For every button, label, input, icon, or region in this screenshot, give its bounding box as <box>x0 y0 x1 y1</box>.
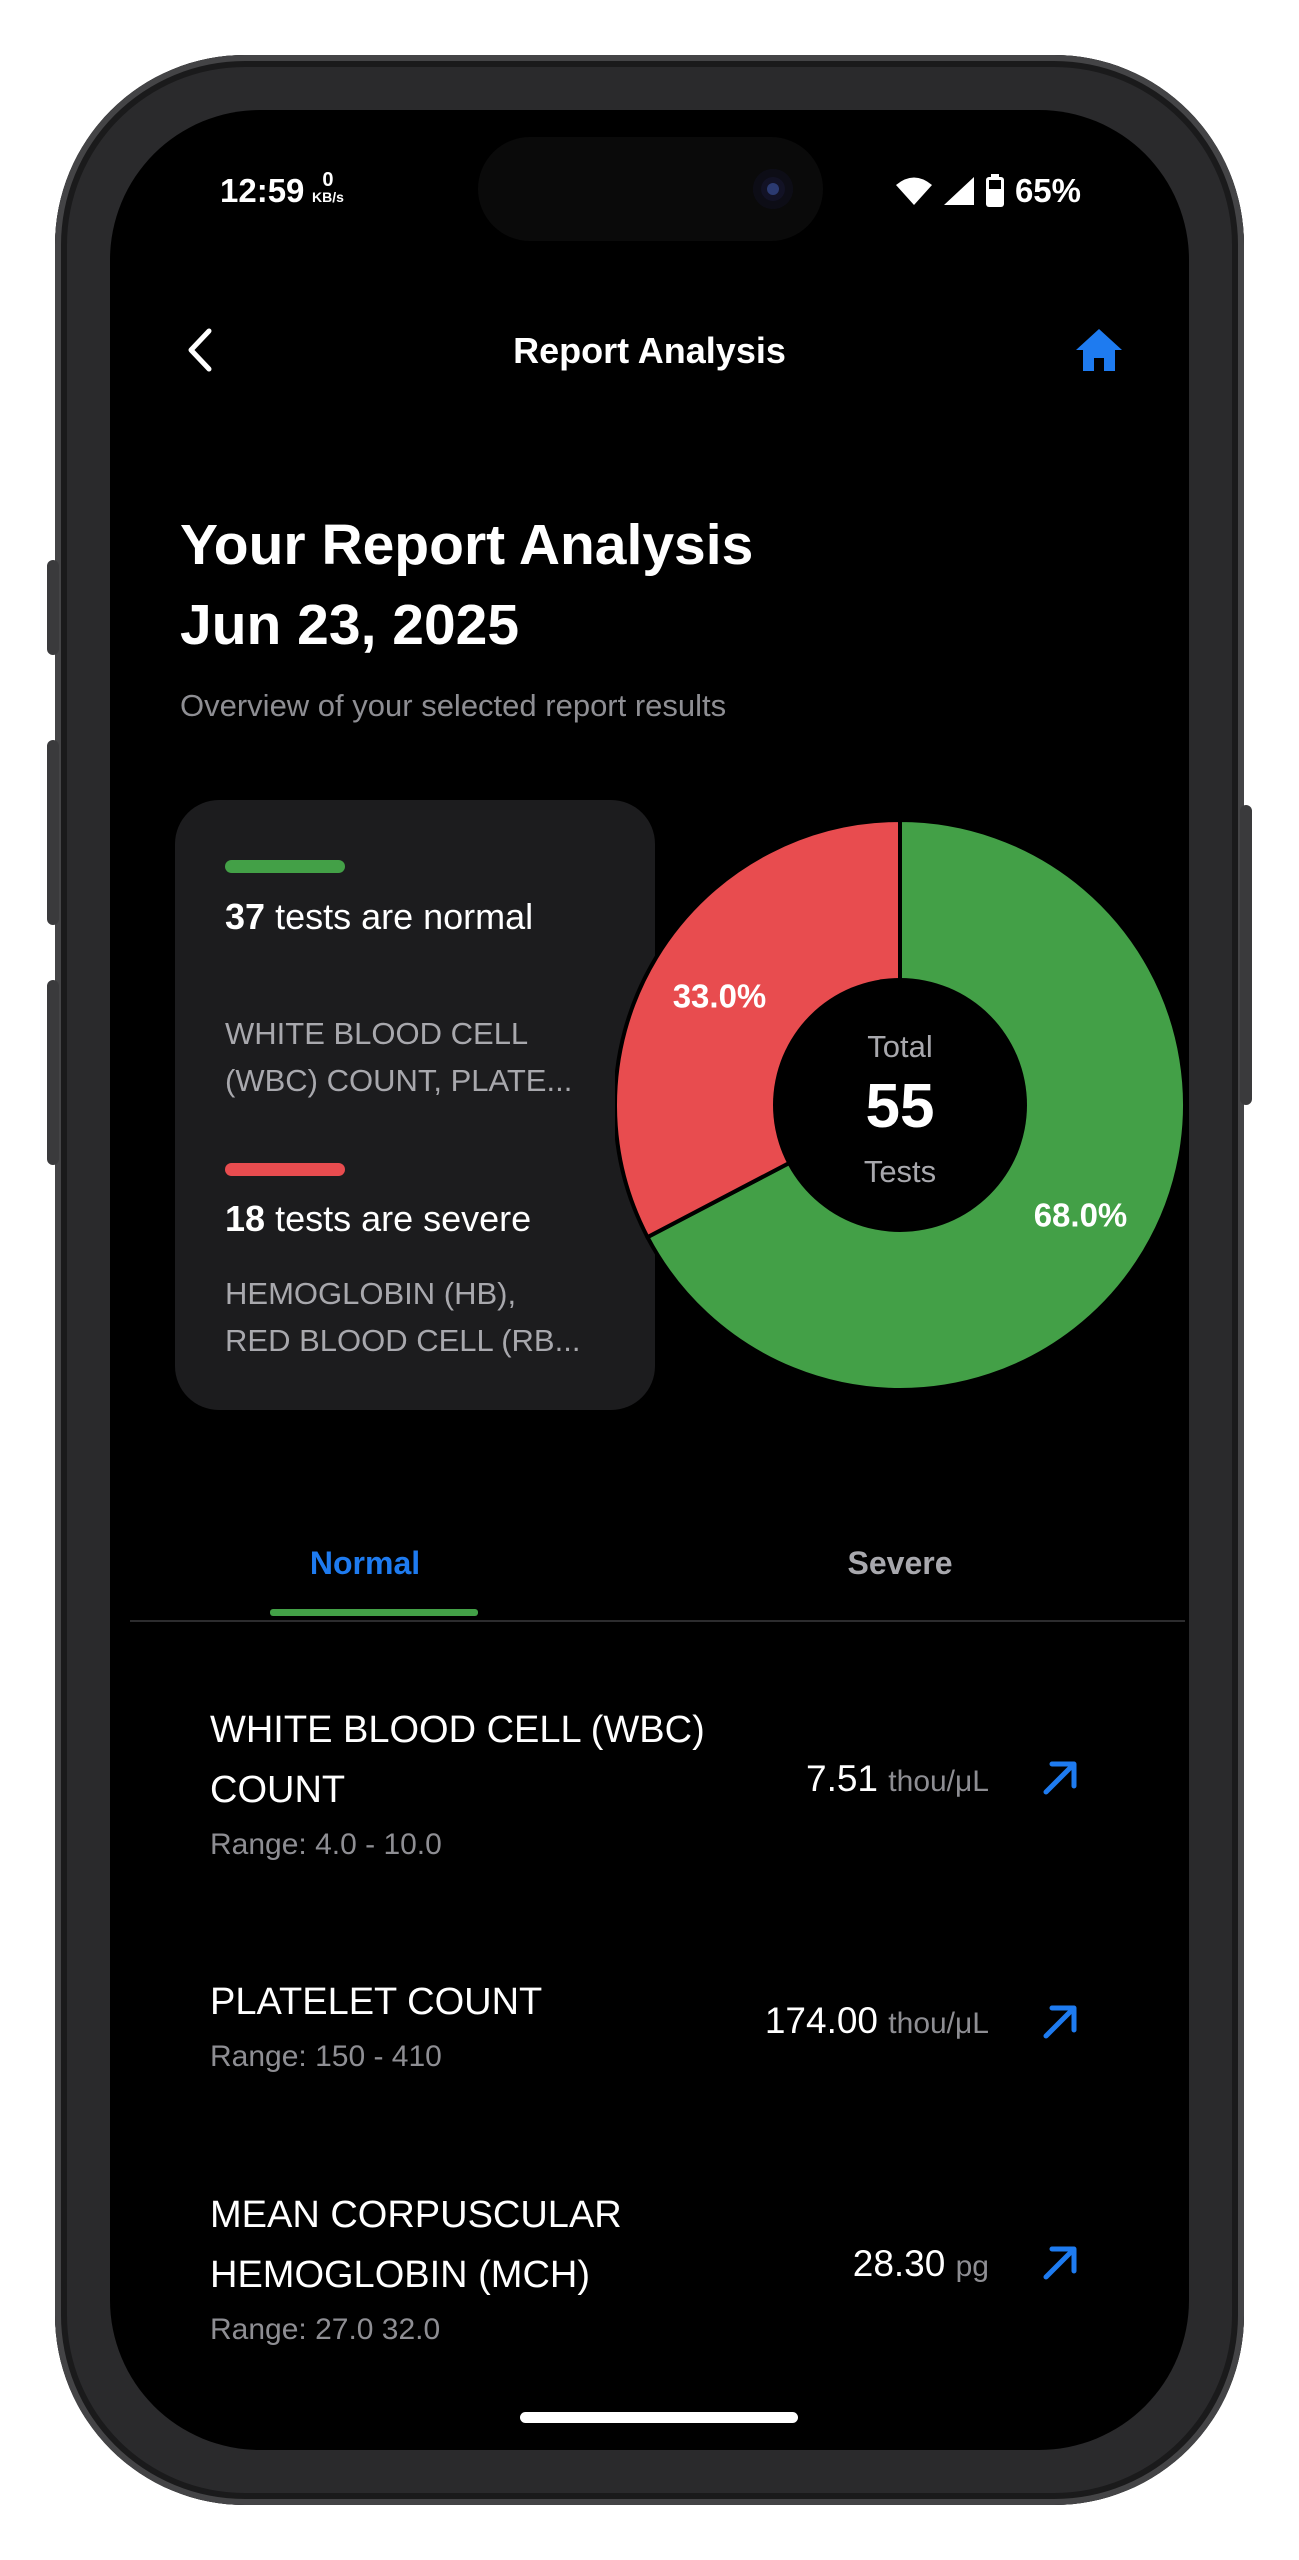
donut-center-label-top: Total <box>867 1029 932 1064</box>
action-button <box>47 560 59 655</box>
donut-total-count: 55 <box>866 1072 935 1141</box>
summary-card: 37 tests are normal WHITE BLOOD CELL (WB… <box>175 800 655 1410</box>
test-name-line-1: MEAN CORPUSCULAR <box>210 2194 622 2236</box>
test-value-number: 28.30 <box>852 2243 946 2284</box>
network-speed: 0 KB/s <box>312 170 344 204</box>
test-value-unit: thou/μL <box>888 1765 989 1798</box>
donut-center-label-bottom: Tests <box>864 1154 936 1189</box>
network-speed-value: 0 <box>322 169 334 191</box>
test-value-unit: pg <box>955 2250 989 2283</box>
normal-label: tests are normal <box>275 896 534 937</box>
volume-up-button <box>47 740 59 925</box>
test-value: 28.30 pg <box>853 2243 989 2285</box>
battery-percent: 65% <box>1014 172 1081 209</box>
page-title-date: Jun 23, 2025 <box>180 593 520 657</box>
normal-summary-title: 37 tests are normal <box>225 893 625 941</box>
app-screen: 12:59 0 KB/s 65% Report Analysis <box>110 110 1189 2450</box>
network-speed-unit: KB/s <box>312 189 344 205</box>
test-row[interactable]: PLATELET COUNT Range: 150 - 410 174.00 t… <box>110 1972 1189 2112</box>
severe-summary-title: 18 tests are severe <box>225 1195 625 1243</box>
test-row[interactable]: MEAN CORPUSCULAR HEMOGLOBIN (MCH) Range:… <box>110 2185 1189 2385</box>
test-row[interactable]: WHITE BLOOD CELL (WBC) COUNT Range: 4.0 … <box>110 1700 1189 1900</box>
test-value-unit: thou/μL <box>888 2007 989 2040</box>
arrow-up-right-icon[interactable] <box>1036 1754 1084 1802</box>
donut-label-severe: 33.0% <box>673 978 767 1015</box>
test-name-line-2: COUNT <box>210 1769 346 1811</box>
test-value-number: 7.51 <box>806 1758 879 1799</box>
test-name: MEAN CORPUSCULAR HEMOGLOBIN (MCH) <box>210 2185 730 2305</box>
severe-count: 18 <box>225 1198 266 1239</box>
power-button <box>1240 805 1252 1105</box>
test-name-line-1: WHITE BLOOD CELL (WBC) <box>210 1709 705 1751</box>
status-indicators: 65% <box>895 172 1081 210</box>
front-camera <box>753 169 793 209</box>
test-value: 7.51 thou/μL <box>806 1758 989 1800</box>
normal-tests-preview: WHITE BLOOD CELL (WBC) COUNT, PLATE... <box>225 1010 625 1104</box>
page-title: Your Report Analysis Jun 23, 2025 <box>180 505 753 665</box>
test-name: WHITE BLOOD CELL (WBC) COUNT <box>210 1700 730 1820</box>
donut-chart-svg: Total 55 Tests 68.0% 33.0% <box>613 817 1187 1392</box>
back-button[interactable] <box>170 320 230 380</box>
test-value: 174.00 thou/μL <box>765 2000 989 2042</box>
home-button[interactable] <box>1069 320 1129 380</box>
severe-tests-preview: HEMOGLOBIN (HB), RED BLOOD CELL (RB... <box>225 1270 625 1364</box>
home-indicator[interactable] <box>520 2412 798 2423</box>
dynamic-island <box>478 137 823 241</box>
normal-preview-line-1: WHITE BLOOD CELL <box>225 1016 529 1051</box>
test-value-number: 174.00 <box>764 2000 879 2041</box>
arrow-up-right-icon[interactable] <box>1036 2239 1084 2287</box>
donut-label-normal: 68.0% <box>1034 1196 1128 1233</box>
results-donut-chart: Total 55 Tests 68.0% 33.0% <box>613 817 1187 1392</box>
tab-normal[interactable]: Normal <box>309 1545 421 1581</box>
donut-center-hole <box>773 978 1027 1232</box>
arrow-up-right-icon[interactable] <box>1036 1998 1084 2046</box>
volume-down-button <box>47 980 59 1165</box>
test-name-line-2: HEMOGLOBIN (MCH) <box>210 2254 590 2296</box>
tab-severe[interactable]: Severe <box>847 1545 953 1581</box>
top-nav-bar: Report Analysis <box>110 300 1189 400</box>
severe-preview-line-2: RED BLOOD CELL (RB... <box>225 1323 581 1358</box>
test-name-line-1: PLATELET COUNT <box>210 1981 543 2023</box>
normal-legend-bar <box>225 860 345 873</box>
battery-icon <box>985 174 1004 207</box>
test-name: PLATELET COUNT <box>210 1972 730 2032</box>
chevron-left-icon <box>188 328 212 372</box>
normal-count: 37 <box>225 896 266 937</box>
home-icon <box>1076 329 1122 371</box>
severe-legend-bar <box>225 1163 345 1176</box>
nav-title: Report Analysis <box>513 330 786 371</box>
severe-preview-line-1: HEMOGLOBIN (HB), <box>225 1276 517 1311</box>
test-range: Range: 150 - 410 <box>210 2040 442 2073</box>
cellular-signal-icon <box>943 177 974 205</box>
result-tabs: Normal Severe <box>130 1510 1185 1622</box>
severe-label: tests are severe <box>275 1198 532 1239</box>
active-tab-indicator <box>270 1609 478 1616</box>
status-time: 12:59 <box>220 172 305 209</box>
normal-preview-line-2: (WBC) COUNT, PLATE... <box>225 1063 573 1098</box>
test-range: Range: 27.0 32.0 <box>210 2313 441 2346</box>
page-subtitle: Overview of your selected report results <box>180 688 727 723</box>
test-range: Range: 4.0 - 10.0 <box>210 1828 442 1861</box>
page-title-line-1: Your Report Analysis <box>180 513 754 577</box>
wifi-icon <box>895 177 932 205</box>
